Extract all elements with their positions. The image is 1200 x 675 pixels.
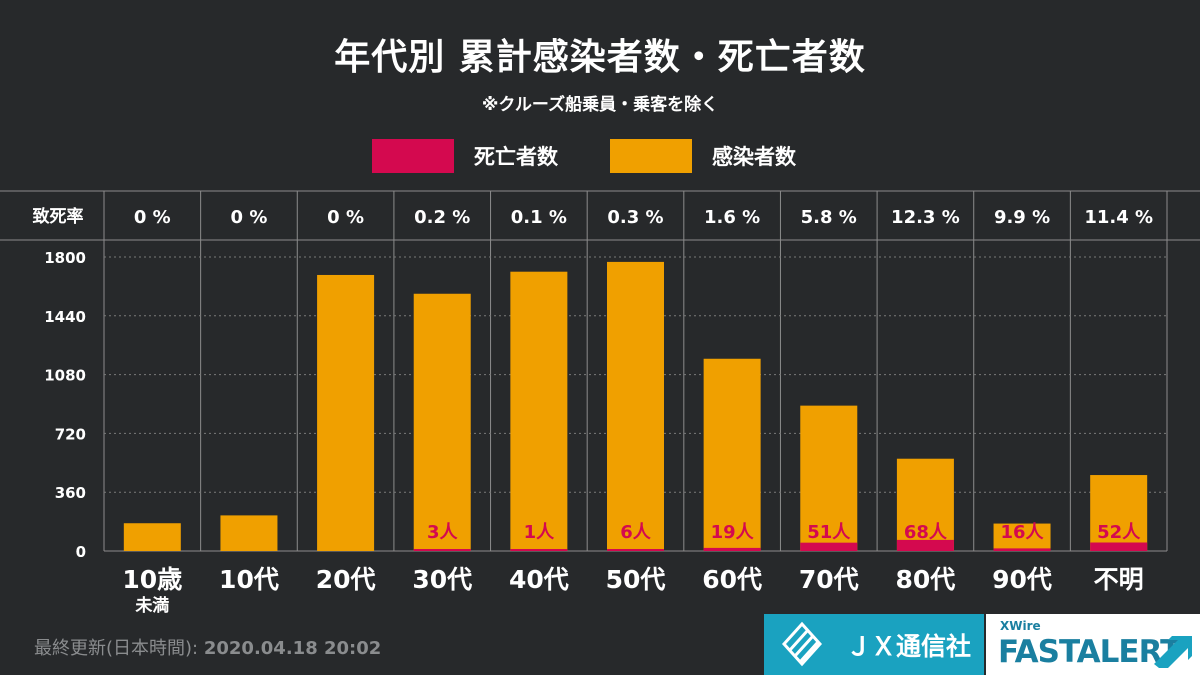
bar-deaths	[1090, 542, 1148, 551]
bar-infections	[607, 261, 664, 551]
death-data-label: 16人	[1001, 522, 1045, 543]
fastalert-text: FASTALERT	[998, 634, 1181, 670]
last-updated-label: 最終更新(日本時間):	[34, 638, 199, 659]
fastalert-arrow-icon	[1154, 636, 1192, 668]
legend-swatch-infections	[610, 139, 692, 173]
x-category-label: 10代	[219, 565, 279, 594]
last-updated: 最終更新(日本時間): 2020.04.18 20:02	[34, 634, 381, 660]
fatality-rate-label: 0.3 %	[607, 207, 663, 228]
legend-label-deaths: 死亡者数	[474, 145, 558, 169]
bar-deaths	[413, 549, 471, 551]
x-category-label: 10歳	[122, 565, 182, 594]
fastalert-logo: XWire FASTALERT	[986, 614, 1200, 675]
fatality-rate-label: 12.3 %	[891, 207, 960, 228]
death-data-label: 51人	[807, 522, 851, 543]
fatality-rate-label: 0 %	[231, 207, 268, 228]
fatality-rate-label: 5.8 %	[801, 207, 857, 228]
fatality-rate-label: 0.2 %	[414, 207, 470, 228]
x-category-label: 40代	[509, 565, 569, 594]
y-tick-label: 360	[55, 484, 86, 502]
fatality-rate-label: 1.6 %	[704, 207, 760, 228]
death-data-label: 52人	[1097, 522, 1141, 543]
bar-infections	[896, 458, 954, 551]
fatality-rate-label: 9.9 %	[994, 207, 1050, 228]
x-category-label: 50代	[606, 565, 666, 594]
bar-deaths	[607, 549, 664, 551]
x-category-label: 20代	[316, 565, 376, 594]
fatality-rate-label: 0 %	[134, 207, 171, 228]
death-data-label: 3人	[427, 522, 459, 543]
bar-deaths	[703, 547, 761, 551]
fatality-rate-label: 11.4 %	[1084, 207, 1153, 228]
fatality-rate-label: 0 %	[327, 207, 364, 228]
last-updated-value: 2020.04.18 20:02	[203, 638, 382, 659]
legend-item-infections: 感染者数	[610, 138, 796, 174]
death-data-label: 6人	[620, 522, 652, 543]
bar-deaths	[896, 539, 954, 551]
y-tick-label: 1800	[44, 249, 86, 267]
x-category-label: 90代	[992, 565, 1052, 594]
fatality-rate-label: 0.1 %	[511, 207, 567, 228]
bar-deaths	[993, 548, 1051, 551]
x-category-label: 60代	[702, 565, 762, 594]
jx-logo-text: ＪＸ通信社	[846, 631, 972, 661]
bar-deaths	[800, 542, 858, 551]
bar-infections	[703, 358, 761, 551]
x-category-label: 70代	[799, 565, 859, 594]
bar-infections	[993, 523, 1051, 551]
x-category-label: 30代	[412, 565, 472, 594]
death-data-label: 68人	[904, 522, 948, 543]
chart-title: 年代別 累計感染者数・死亡者数	[334, 37, 866, 78]
bar-infections	[510, 271, 568, 551]
legend-label-infections: 感染者数	[712, 145, 796, 169]
death-data-label: 1人	[524, 522, 556, 543]
bar-infections	[317, 274, 375, 551]
bar-infections	[123, 523, 181, 551]
x-category-label: 不明	[1094, 565, 1144, 594]
x-category-label: 80代	[896, 565, 956, 594]
rate-row-header: 致死率	[33, 206, 84, 227]
bar-infections	[220, 515, 278, 551]
bar-infections	[1090, 475, 1148, 551]
y-tick-label: 0	[76, 543, 86, 561]
chart-subtitle: ※クルーズ船乗員・乗客を除く	[481, 95, 719, 115]
jx-mark-icon	[781, 621, 823, 666]
y-tick-label: 1080	[44, 367, 86, 385]
bar-infections	[800, 405, 858, 551]
y-tick-label: 720	[55, 425, 86, 443]
legend-swatch-deaths	[372, 139, 454, 173]
bar-infections	[413, 293, 471, 551]
jx-logo: ＪＸ通信社	[764, 614, 984, 675]
y-tick-label: 1440	[44, 308, 86, 326]
bar-deaths	[510, 549, 568, 551]
death-data-label: 19人	[711, 522, 755, 543]
xwire-text: XWire	[1000, 619, 1041, 633]
legend-item-deaths: 死亡者数	[372, 138, 558, 174]
x-category-sublabel: 未満	[134, 595, 169, 616]
